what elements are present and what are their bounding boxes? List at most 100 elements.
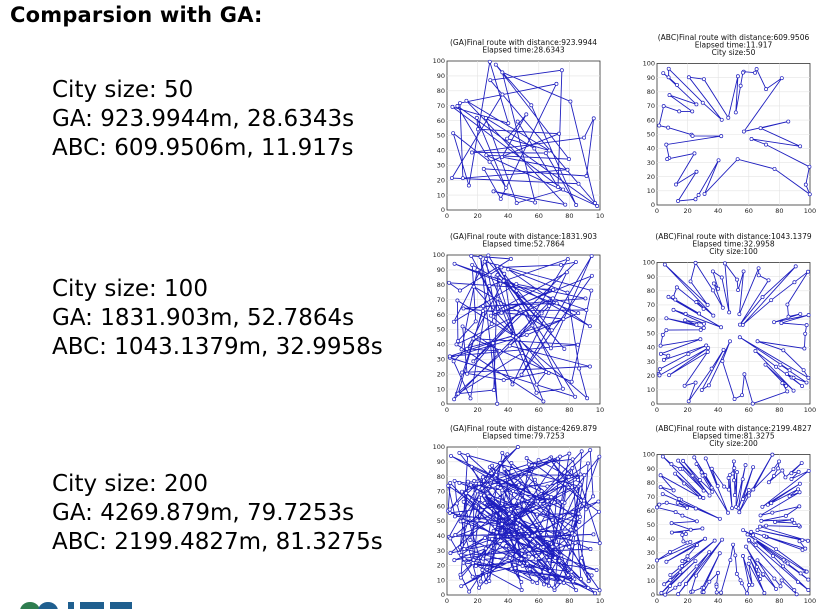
plot-title-line: Elapsed time:32.9958 bbox=[692, 240, 775, 249]
city-point bbox=[500, 488, 505, 493]
city-point bbox=[561, 187, 566, 192]
city-point bbox=[568, 527, 573, 532]
city-point bbox=[565, 257, 570, 262]
city-point bbox=[806, 468, 811, 473]
city-point bbox=[665, 157, 670, 162]
y-tick-label: 70 bbox=[647, 493, 655, 501]
city-point bbox=[563, 202, 568, 207]
city-point bbox=[516, 337, 521, 342]
city-point bbox=[536, 458, 541, 462]
ga-result: GA: 923.9944m, 28.6343s bbox=[52, 106, 355, 132]
city-point bbox=[681, 539, 686, 544]
city-point bbox=[683, 311, 688, 316]
city-point bbox=[478, 492, 483, 497]
city-point bbox=[583, 296, 588, 301]
city-point bbox=[465, 371, 470, 376]
city-point bbox=[659, 591, 664, 595]
city-point bbox=[675, 500, 680, 505]
city-point bbox=[534, 382, 539, 387]
city-point bbox=[735, 157, 740, 162]
city-point bbox=[595, 204, 600, 208]
city-point bbox=[459, 553, 463, 558]
city-point bbox=[705, 302, 710, 307]
city-point bbox=[535, 512, 539, 517]
y-tick-label: 70 bbox=[647, 102, 655, 110]
y-tick-label: 0 bbox=[651, 201, 655, 209]
y-tick-label: 0 bbox=[441, 591, 445, 599]
city-point bbox=[736, 288, 741, 293]
city-point bbox=[746, 538, 751, 542]
city-point bbox=[571, 579, 575, 584]
city-point bbox=[545, 499, 550, 504]
city-point bbox=[676, 592, 681, 597]
city-point bbox=[482, 259, 487, 264]
city-point bbox=[464, 491, 469, 496]
city-point bbox=[694, 519, 699, 524]
city-point bbox=[464, 346, 469, 351]
city-point bbox=[677, 497, 682, 501]
x-tick-label: 60 bbox=[535, 406, 543, 414]
city-point bbox=[502, 467, 507, 471]
city-point bbox=[740, 393, 745, 398]
city-point bbox=[587, 324, 592, 329]
city-point bbox=[690, 589, 695, 594]
city-point bbox=[771, 473, 776, 478]
city-point bbox=[658, 351, 663, 356]
city-point bbox=[795, 579, 800, 584]
city-point bbox=[491, 528, 496, 533]
city-point bbox=[697, 311, 702, 316]
city-point bbox=[753, 70, 758, 75]
y-tick-label: 100 bbox=[433, 57, 445, 65]
y-tick-label: 40 bbox=[437, 341, 445, 349]
city-point bbox=[565, 167, 570, 172]
city-point bbox=[538, 526, 543, 530]
city-point bbox=[741, 269, 746, 274]
city-point bbox=[542, 582, 546, 587]
city-point bbox=[456, 391, 461, 396]
ga-route-plot-200: (GA)Final route with distance:4269.879 El… bbox=[430, 424, 610, 609]
city-point bbox=[470, 150, 474, 155]
city-point bbox=[560, 499, 565, 504]
city-point bbox=[711, 288, 715, 293]
city-point bbox=[470, 262, 475, 267]
y-tick-label: 80 bbox=[647, 287, 655, 295]
city-point bbox=[693, 197, 698, 202]
city-point bbox=[494, 530, 499, 535]
city-point bbox=[490, 341, 495, 346]
y-tick-label: 60 bbox=[647, 315, 655, 323]
city-point bbox=[726, 475, 731, 480]
city-point bbox=[692, 151, 697, 156]
city-point bbox=[480, 475, 485, 480]
y-tick-label: 100 bbox=[643, 259, 655, 267]
institution-logo bbox=[18, 596, 168, 609]
plot-title-line: City size:100 bbox=[709, 247, 758, 256]
plot-title-line: Elapsed time:81.3275 bbox=[692, 432, 775, 441]
city-point bbox=[487, 579, 492, 583]
y-tick-label: 10 bbox=[437, 385, 445, 393]
city-point bbox=[480, 486, 485, 491]
city-point bbox=[796, 487, 801, 492]
y-tick-label: 20 bbox=[647, 372, 655, 380]
city-point bbox=[666, 66, 671, 71]
city-point bbox=[493, 309, 498, 314]
city-point bbox=[804, 323, 809, 328]
city-point bbox=[709, 485, 714, 490]
city-point bbox=[520, 497, 525, 502]
city-point bbox=[711, 281, 716, 286]
city-point bbox=[500, 92, 505, 97]
city-point bbox=[572, 532, 577, 537]
city-point bbox=[527, 567, 532, 572]
y-tick-label: 80 bbox=[437, 87, 445, 95]
city-point bbox=[516, 499, 521, 504]
city-point bbox=[460, 370, 464, 375]
abc-result: ABC: 609.9506m, 11.917s bbox=[52, 135, 354, 161]
city-point bbox=[674, 182, 678, 187]
y-tick-label: 70 bbox=[437, 488, 445, 496]
city-point bbox=[471, 558, 476, 562]
city-point bbox=[658, 343, 663, 348]
city-point bbox=[498, 196, 503, 201]
city-point bbox=[519, 588, 524, 592]
city-point bbox=[448, 551, 453, 556]
city-point bbox=[481, 166, 486, 171]
city-point bbox=[802, 346, 807, 351]
